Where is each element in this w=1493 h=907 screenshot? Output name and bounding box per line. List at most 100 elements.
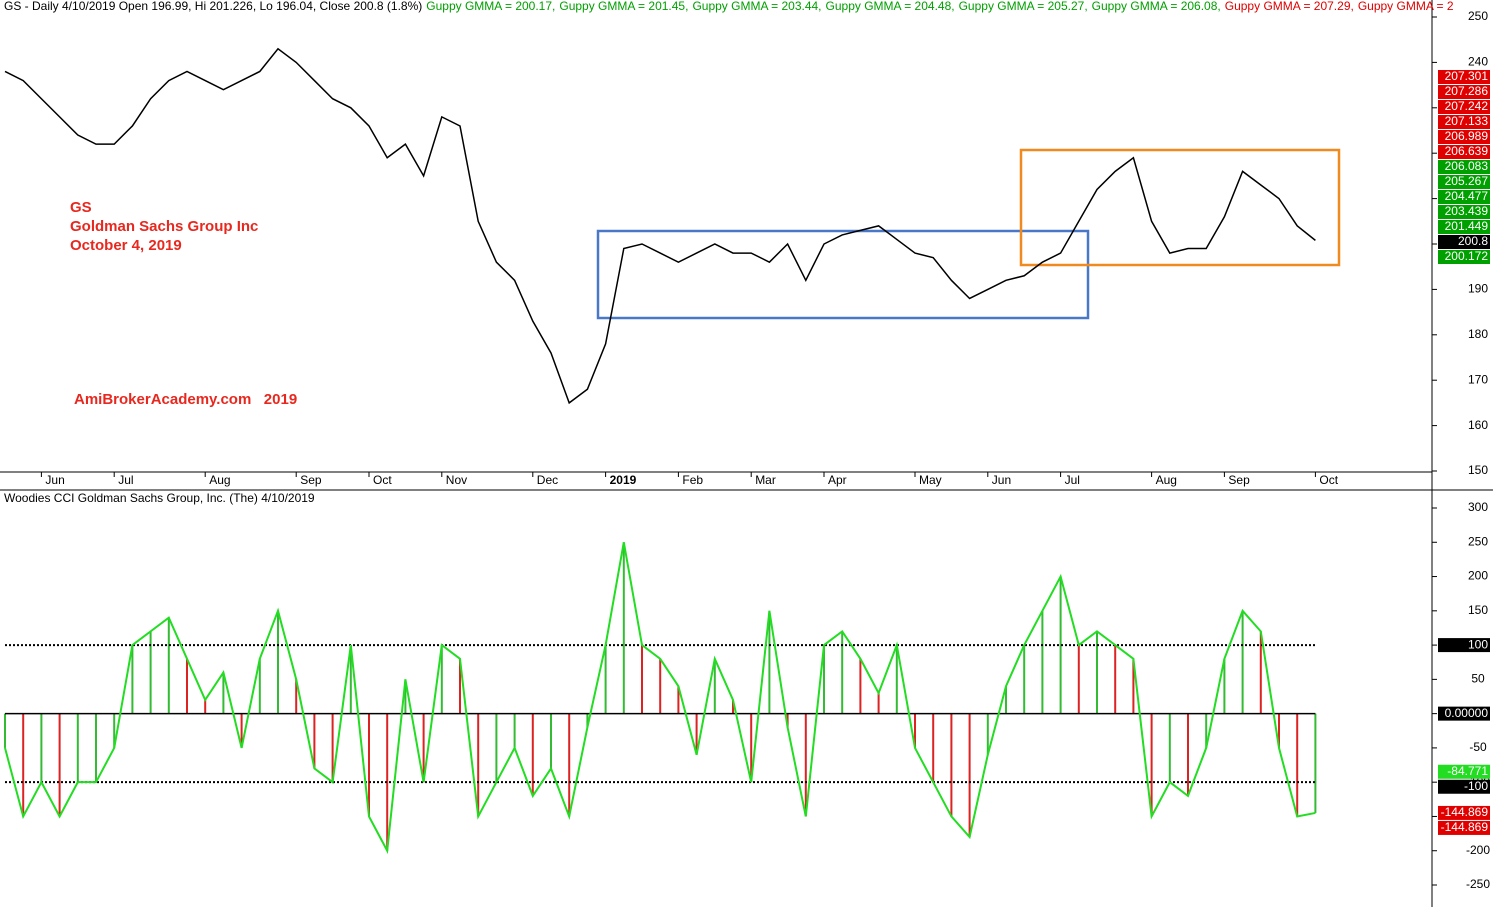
price-label: 201.449 <box>1445 219 1489 233</box>
cci-bar <box>841 631 844 714</box>
cci-bar <box>22 713 25 817</box>
x-tick-label: Mar <box>755 473 776 487</box>
y-tick-label: 200 <box>1468 569 1488 583</box>
x-tick-label: Sep <box>300 473 322 487</box>
cci-bar <box>750 713 753 783</box>
cci-bar <box>131 645 134 714</box>
header-gmma: Guppy GMMA = 205.27, <box>959 0 1088 13</box>
y-tick-label: 170 <box>1468 372 1488 386</box>
price-label-box <box>1438 70 1490 84</box>
cci-bar <box>368 713 370 817</box>
x-tick-label: Feb <box>682 473 703 487</box>
cci-bar <box>495 713 498 783</box>
cci-bar <box>932 713 935 783</box>
cci-bar <box>622 542 625 714</box>
y-tick-label: 180 <box>1468 327 1488 341</box>
level-label: -100 <box>1464 779 1488 793</box>
range-box <box>1019 148 1341 267</box>
cci-bar <box>459 658 461 714</box>
cci-bar <box>513 713 516 748</box>
cci-bar <box>586 713 589 728</box>
level-label: -144.869 <box>1441 820 1489 834</box>
x-tick-label: Oct <box>373 473 392 487</box>
price-label: 200.172 <box>1445 249 1489 263</box>
header-gmma: Guppy GMMA = 200.17, <box>426 0 555 13</box>
annotation: Goldman Sachs Group Inc <box>70 218 258 235</box>
x-tick-label: Jul <box>1065 473 1080 487</box>
y-tick-label: 240 <box>1468 55 1488 69</box>
y-tick-label: 160 <box>1468 418 1488 432</box>
cci-bar <box>1096 631 1098 714</box>
price-label: 206.083 <box>1445 159 1489 173</box>
cci-bar <box>277 610 279 714</box>
price-label-box <box>1438 190 1490 204</box>
cci-bar <box>422 713 425 783</box>
x-tick-label: Jun <box>992 473 1011 487</box>
price-label-box <box>1438 160 1490 174</box>
level-label: 100 <box>1468 637 1488 651</box>
cci-bar <box>550 713 552 769</box>
cci-bar <box>58 713 61 817</box>
cci-bar <box>149 631 152 714</box>
cci-bar <box>986 713 989 755</box>
price-label: 207.286 <box>1445 84 1489 98</box>
cci-bar <box>659 658 662 714</box>
cci-bar <box>968 713 971 838</box>
cci-bar <box>1187 713 1189 796</box>
cci-bar <box>404 679 407 714</box>
cci-bar <box>768 610 771 714</box>
y-tick-label: 250 <box>1468 534 1488 548</box>
cci-bar <box>568 713 571 817</box>
cci-bar <box>677 686 680 714</box>
cci-bar <box>1259 631 1262 714</box>
price-line <box>4 47 1316 405</box>
price-label-box <box>1438 100 1490 114</box>
cci-bar <box>604 645 607 714</box>
cci-bar <box>1296 713 1299 817</box>
y-tick-label: -50 <box>1469 740 1487 754</box>
price-label-box <box>1438 115 1490 129</box>
price-label: 204.477 <box>1445 189 1489 203</box>
x-tick-label: Nov <box>446 473 467 487</box>
cci-bar <box>1205 713 1208 748</box>
header-gmma: Guppy GMMA = 204.48, <box>826 0 955 13</box>
cci-bar <box>531 713 534 796</box>
price-label-box <box>1438 205 1490 219</box>
header-gmma: Guppy GMMA = 2 <box>1358 0 1454 13</box>
cci-bar <box>695 713 698 755</box>
price-label-box <box>1438 175 1490 189</box>
cci-bar <box>1023 645 1026 714</box>
y-tick-label: 300 <box>1468 500 1488 514</box>
cci-bar <box>331 713 334 783</box>
cci-bar <box>258 658 261 714</box>
cci-bar <box>1114 645 1117 714</box>
cci-bar <box>1150 713 1153 817</box>
cci-bar <box>295 679 298 714</box>
annotation: AmiBrokerAcademy.com 2019 <box>74 391 297 408</box>
cci-bar <box>950 713 953 817</box>
cci-bar <box>349 645 352 714</box>
cci-bar <box>1314 713 1317 813</box>
x-tick-label: Dec <box>537 473 558 487</box>
cci-bar <box>186 658 188 714</box>
cci-bar <box>1241 610 1244 714</box>
cci-bar <box>1005 686 1007 714</box>
cci-bar <box>167 617 170 714</box>
cci-bar <box>1041 610 1044 714</box>
level-label-box <box>1438 805 1490 820</box>
y-tick-label: 190 <box>1468 282 1488 296</box>
price-label: 207.242 <box>1445 99 1489 113</box>
cci-bar <box>823 645 825 714</box>
cci-bar <box>95 713 97 783</box>
y-tick-label: -250 <box>1466 877 1490 891</box>
level-label-box <box>1438 820 1490 835</box>
level-label: -84.771 <box>1447 764 1488 778</box>
price-label-box <box>1438 220 1490 234</box>
cci-bar <box>895 645 898 714</box>
price-label: 205.267 <box>1445 174 1489 188</box>
price-label-box <box>1438 235 1490 249</box>
y-tick-label: 50 <box>1471 672 1485 686</box>
level-label-box <box>1438 764 1490 779</box>
price-label-box <box>1438 250 1490 264</box>
x-tick-label: May <box>919 473 942 487</box>
